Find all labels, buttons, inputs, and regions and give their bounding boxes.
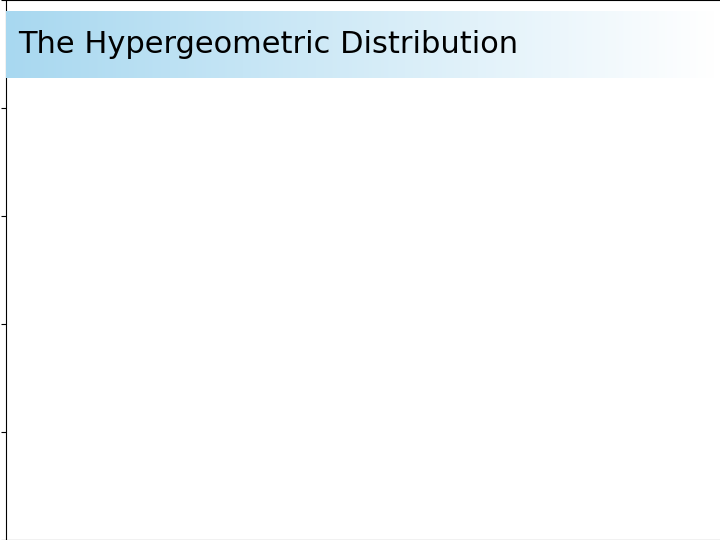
Text: the pmf of $X$.: the pmf of $X$. xyxy=(121,343,248,366)
Text: An argument parallel to that of the previous example gives: An argument parallel to that of the prev… xyxy=(121,316,699,335)
Text: max (0, $n$ – ($N$ – $M$)) ≤ $x$ ≤ min ($n$, $M$).: max (0, $n$ – ($N$ – $M$)) ≤ $x$ ≤ min (… xyxy=(121,260,487,281)
Text: Thus, the possible values of $X$ satisfy the restriction: Thus, the possible values of $X$ satisfy… xyxy=(121,233,626,256)
Text: However, if $N$ – $M$ < $n$, the smallest possible $X$ value is: However, if $N$ – $M$ < $n$, the smalles… xyxy=(121,150,652,173)
Text: 11: 11 xyxy=(613,452,634,470)
Text: The Hypergeometric Distribution: The Hypergeometric Distribution xyxy=(18,30,518,59)
Text: $n$ – ($N$ – $M$).: $n$ – ($N$ – $M$). xyxy=(121,177,230,198)
